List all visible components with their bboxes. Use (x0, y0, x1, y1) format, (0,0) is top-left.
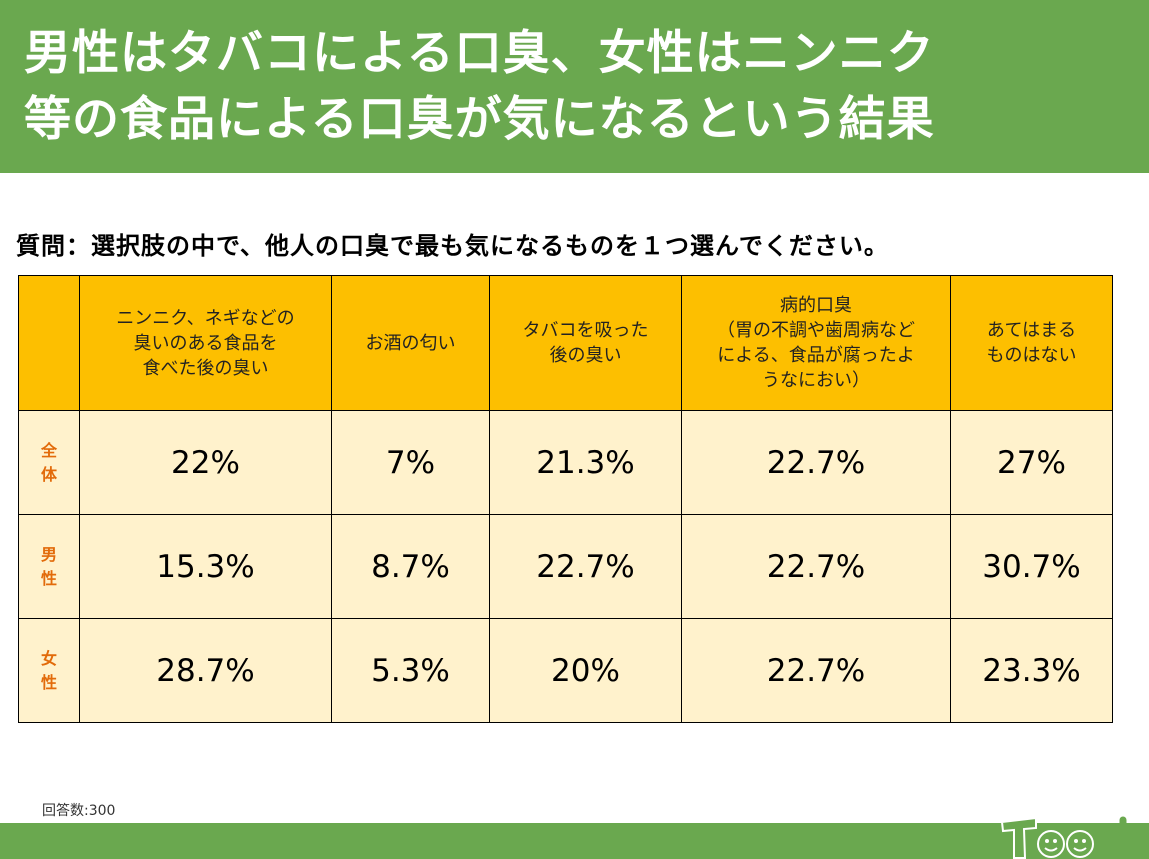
column-header: お酒の匂い (331, 275, 490, 411)
table-cell: 23.3% (950, 618, 1113, 723)
column-header: タバコを吸った 後の臭い (489, 275, 682, 411)
title-line-1: 男性はタバコによる口臭、女性はニンニク (24, 25, 935, 81)
table-row: 女性 28.7% 5.3% 20% 22.7% 23.3% (18, 618, 1113, 723)
table-cell: 8.7% (331, 514, 490, 619)
row-label: 男性 (18, 514, 80, 619)
table-row: 男性 15.3% 8.7% 22.7% 22.7% 30.7% (18, 514, 1113, 619)
table-cell: 28.7% (79, 618, 332, 723)
table-cell: 22.7% (681, 514, 951, 619)
teech-logo (1000, 816, 1144, 859)
table-cell: 22.7% (681, 410, 951, 515)
table-row: 全体 22% 7% 21.3% 22.7% 27% (18, 410, 1113, 515)
row-label: 女性 (18, 618, 80, 723)
response-count: 回答数:300 (42, 803, 116, 819)
table-cell: 20% (489, 618, 682, 723)
column-header: ニンニク、ネギなどの 臭いのある食品を 食べた後の臭い (79, 275, 332, 411)
corner-cell (18, 275, 80, 411)
table-cell: 5.3% (331, 618, 490, 723)
table-cell: 30.7% (950, 514, 1113, 619)
table-cell: 21.3% (489, 410, 682, 515)
table-cell: 27% (950, 410, 1113, 515)
column-header: 病的口臭 （胃の不調や歯周病など による、食品が腐ったよ うなにおい） (681, 275, 951, 411)
table-cell: 15.3% (79, 514, 332, 619)
results-table: ニンニク、ネギなどの 臭いのある食品を 食べた後の臭い お酒の匂い タバコを吸った後… (18, 275, 1113, 723)
footer-bar (0, 823, 1149, 859)
table-header-row: ニンニク、ネギなどの 臭いのある食品を 食べた後の臭い お酒の匂い タバコを吸った後… (18, 275, 1113, 411)
table-cell: 22.7% (681, 618, 951, 723)
column-header: あてはまる ものはない (950, 275, 1113, 411)
row-label: 全体 (18, 410, 80, 515)
table-cell: 7% (331, 410, 490, 515)
question-text: 質問：選択肢の中で、他人の口臭で最も気になるものを１つ選んでください。 (16, 232, 889, 260)
title-line-2: 等の食品による口臭が気になるという結果 (24, 91, 935, 147)
table-cell: 22.7% (489, 514, 682, 619)
title-banner: 男性はタバコによる口臭、女性はニンニク 等の食品による口臭が気になるという結果 (0, 0, 1149, 173)
table-cell: 22% (79, 410, 332, 515)
